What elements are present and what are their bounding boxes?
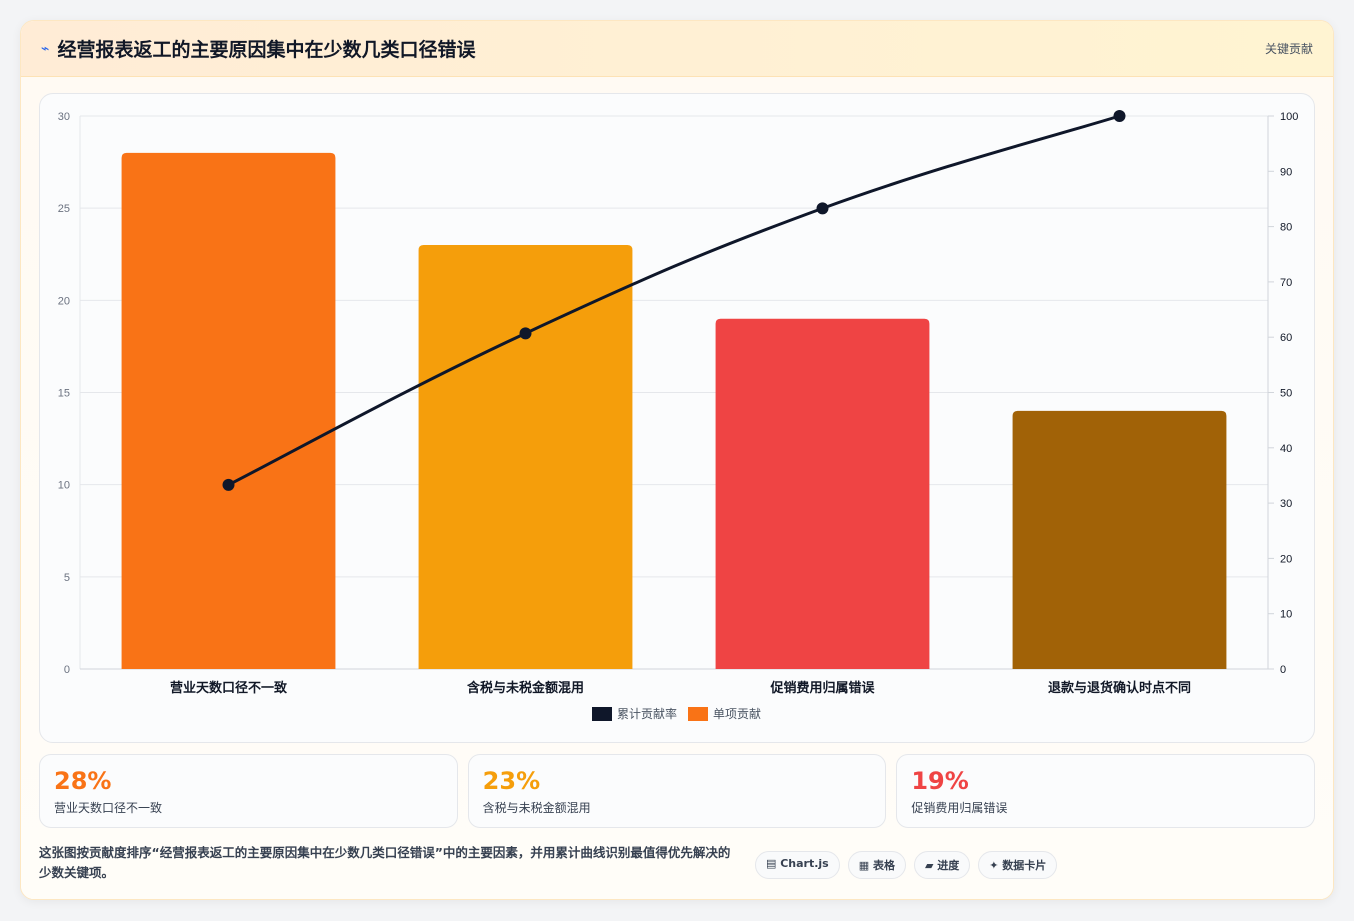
x-tick-label: 含税与未税金额混用 [466, 680, 584, 695]
chart-description: 这张图按贡献度排序“经营报表返工的主要原因集中在少数几类口径错误”中的主要因素，… [39, 845, 731, 880]
y-left-tick-label: 30 [58, 111, 70, 123]
legend-label-single: 单项贡献 [713, 706, 761, 721]
y-right-tick-label: 80 [1280, 222, 1292, 234]
cumulative-point [222, 478, 235, 491]
kpi-value: 23% [482, 767, 541, 795]
y-left-tick-label: 0 [64, 664, 70, 676]
y-right-tick-label: 40 [1280, 443, 1292, 455]
x-tick-label: 促销费用归属错误 [769, 680, 875, 695]
y-right-tick-label: 100 [1280, 111, 1298, 123]
kpi-card: 28% 营业天数口径不一致 [39, 754, 458, 828]
y-right-tick-label: 30 [1280, 498, 1292, 510]
chip-group: ▤ Chart.js ▦ 表格 ▰ 进度 ✦ 数据卡片 [755, 851, 1058, 879]
kpi-value: 28% [54, 767, 112, 795]
bar [121, 152, 336, 669]
y-left-tick-label: 15 [58, 388, 70, 400]
cumulative-point [816, 202, 829, 215]
header-tag: 关键贡献 [1264, 42, 1313, 56]
y-right-tick-label: 60 [1280, 332, 1292, 344]
chart-svg: 0 5 10 15 20 25 30 0 10 20 30 40 50 60 70 80 90 100 营业天数口径… [58, 110, 1298, 721]
kpi-label: 含税与未税金额混用 [482, 801, 591, 815]
bar [418, 245, 633, 670]
bar [715, 318, 930, 669]
y-right-tick-label: 10 [1280, 609, 1292, 621]
x-tick-label: 退款与退货确认时点不同 [1048, 680, 1191, 695]
y-right-tick-label: 70 [1280, 277, 1292, 289]
y-right-tick-label: 0 [1280, 664, 1286, 676]
kpi-card: 19% 促销费用归属错误 [896, 754, 1316, 828]
y-left-tick-label: 20 [58, 295, 70, 307]
kpi-card: 23% 含税与未税金额混用 [467, 754, 887, 828]
legend-swatch-cumulative [592, 707, 612, 721]
legend-label-cumulative: 累计贡献率 [617, 706, 677, 721]
y-right-tick-label: 20 [1280, 553, 1292, 565]
bolt-icon: ⌁ [41, 40, 50, 57]
y-left-tick-label: 25 [58, 203, 70, 215]
chip-table[interactable]: ▦ 表格 [847, 851, 906, 879]
kpi-value: 19% [911, 767, 969, 795]
y-right-tick-label: 90 [1280, 166, 1292, 178]
legend-swatch-single [688, 707, 708, 721]
cumulative-point [1113, 110, 1126, 122]
chip-data-card[interactable]: ✦ 数据卡片 [978, 851, 1058, 879]
pareto-chart: 0 5 10 15 20 25 30 0 10 20 30 40 50 60 70 80 90 100 营业天数口径… [39, 93, 1315, 743]
chip-progress[interactable]: ▰ 进度 [913, 851, 971, 879]
kpi-label: 营业天数口径不一致 [54, 801, 163, 815]
x-tick-label: 营业天数口径不一致 [170, 680, 288, 695]
cumulative-point [519, 327, 532, 340]
cumulative-line [227, 114, 1120, 487]
y-left-tick-label: 10 [58, 480, 70, 492]
report-card: ⌁ 经营报表返工的主要原因集中在少数几类口径错误 关键贡献 0 5 10 15 20 25… [20, 20, 1334, 900]
card-footer: 这张图按贡献度排序“经营报表返工的主要原因集中在少数几类口径错误”中的主要因素，… [39, 843, 1315, 887]
kpi-label: 促销费用归属错误 [911, 801, 1008, 815]
bar [1012, 410, 1227, 669]
chip-chartjs[interactable]: ▤ Chart.js [755, 851, 840, 879]
card-title: 经营报表返工的主要原因集中在少数几类口径错误 [57, 39, 476, 61]
kpi-row: 28% 营业天数口径不一致 23% 含税与未税金额混用 19% 促销费用归属错误 [39, 754, 1316, 828]
card-body: 0 5 10 15 20 25 30 0 10 20 30 40 50 60 70 80 90 100 营业天数口径… [21, 77, 1333, 899]
y-right-tick-label: 50 [1280, 388, 1292, 400]
y-left-tick-label: 5 [64, 572, 70, 584]
card-header: ⌁ 经营报表返工的主要原因集中在少数几类口径错误 关键贡献 [21, 21, 1333, 77]
